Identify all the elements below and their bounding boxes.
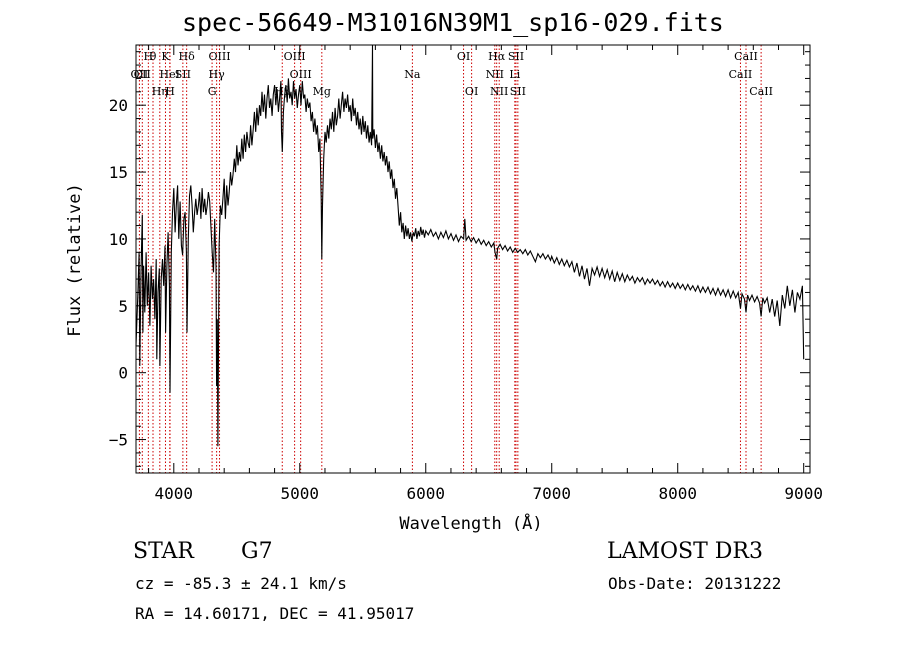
y-axis-ticks: −5 0 5 10 15 20 (109, 51, 810, 467)
line-marker-label: Mg (313, 85, 331, 98)
line-marker-label: OI (465, 85, 478, 98)
coordinates: RA = 14.60171, DEC = 41.95017 (135, 604, 415, 623)
line-marker-label: CaII (749, 85, 773, 98)
line-marker-label: SII (175, 68, 191, 81)
x-tick-label: 9000 (784, 484, 823, 503)
line-marker-label: OIII (284, 50, 306, 63)
line-marker-label: OI (457, 50, 470, 63)
line-marker-label: K (161, 50, 170, 63)
x-tick-label: 5000 (281, 484, 320, 503)
redshift-velocity: cz = -85.3 ± 24.1 km/s (135, 574, 347, 593)
line-marker-label: CaII (734, 50, 758, 63)
spectrum-line (135, 44, 805, 447)
line-marker-label: H (144, 50, 154, 63)
line-marker-label: SII (508, 50, 524, 63)
x-tick-label: 6000 (406, 484, 445, 503)
plot-frame (135, 44, 811, 474)
x-axis-label: Wavelength (Å) (399, 512, 542, 534)
line-marker-label: Hγ (209, 68, 226, 81)
line-marker-label: NII (486, 68, 504, 81)
line-marker-label: OIII (208, 50, 230, 63)
line-marker-label: Na (404, 68, 421, 81)
y-tick-label: 0 (118, 364, 128, 383)
line-marker-label: SII (510, 85, 526, 98)
line-marker-label: Hδ (179, 50, 196, 63)
y-tick-label: 20 (109, 96, 128, 115)
emission-line-labels: OIICIIHθHηKHeIHSIIHδGHγOIIIHβOIIIOIIIMgN… (131, 50, 773, 98)
object-subclass: G7 (241, 539, 273, 564)
x-tick-label: 8000 (658, 484, 697, 503)
line-marker-label: CaII (729, 68, 753, 81)
line-marker-label: Li (509, 68, 520, 81)
x-axis-ticks: 4000 5000 6000 7000 8000 9000 (148, 45, 823, 503)
chart-title: spec-56649-M31016N39M1_sp16-029.fits (182, 8, 724, 37)
line-marker-label: CII (134, 68, 151, 81)
survey-name: LAMOST DR3 (607, 539, 763, 564)
object-class: STAR (133, 539, 194, 564)
line-marker-label: OII (131, 68, 149, 81)
line-marker-label: Hη (152, 85, 168, 98)
x-tick-label: 4000 (155, 484, 194, 503)
line-marker-label: θ (150, 50, 157, 63)
emission-line-markers (138, 45, 762, 473)
y-tick-label: −5 (109, 431, 128, 450)
y-axis-label: Flux (relative) (65, 183, 85, 337)
line-marker-label: NII (490, 85, 508, 98)
line-marker-label: Hα (488, 50, 506, 63)
line-marker-label: HeI (160, 68, 180, 81)
x-tick-label: 7000 (532, 484, 571, 503)
line-marker-label: H (165, 85, 175, 98)
y-tick-label: 5 (118, 297, 128, 316)
y-tick-label: 15 (109, 163, 128, 182)
line-marker-label: G (208, 85, 217, 98)
observation-date: Obs-Date: 20131222 (608, 574, 782, 593)
y-tick-label: 10 (109, 230, 128, 249)
line-marker-label: OIII (290, 68, 312, 81)
